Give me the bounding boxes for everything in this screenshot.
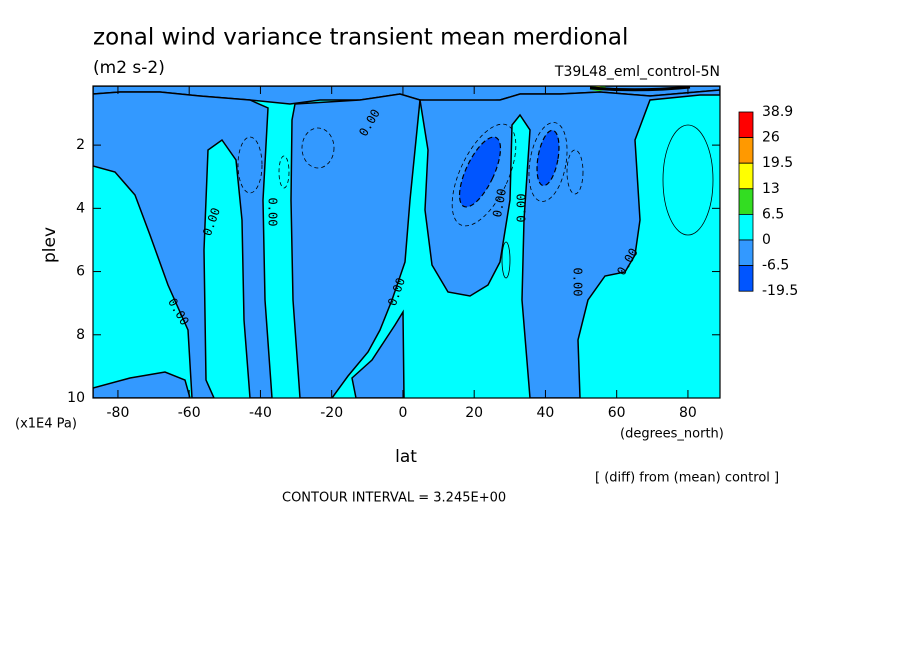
contour-label: 0.00 bbox=[490, 187, 509, 218]
x-tick-label: 0 bbox=[398, 405, 407, 421]
contour-interval: CONTOUR INTERVAL = 3.245E+00 bbox=[282, 491, 506, 506]
fields: 0.00 0.000.000.000.00 0.000.000.000.00 bbox=[93, 86, 720, 398]
x-tick-label: 20 bbox=[465, 405, 483, 421]
contour-fill bbox=[458, 136, 502, 208]
y-tick-label: 10 bbox=[67, 390, 85, 406]
x-tick-label: -60 bbox=[178, 405, 201, 421]
contour-line bbox=[451, 123, 517, 227]
y-tick-label: 4 bbox=[76, 200, 85, 216]
chart-subtitle: (m2 s-2) bbox=[93, 58, 165, 78]
legend-label: 6.5 bbox=[762, 206, 784, 222]
legend-label: 0 bbox=[762, 232, 771, 248]
legend-label: -19.5 bbox=[762, 283, 798, 299]
contour-line bbox=[278, 155, 290, 189]
contour-label: 0.00 bbox=[571, 268, 585, 297]
legend-label: -6.5 bbox=[762, 258, 789, 274]
legend-swatch bbox=[738, 137, 754, 164]
contour-line bbox=[528, 122, 568, 202]
legend-swatch bbox=[738, 239, 754, 267]
y-axis-label: plev bbox=[40, 227, 60, 263]
contour-line bbox=[589, 86, 691, 92]
contour-line bbox=[566, 149, 584, 195]
x-units: (degrees_north) bbox=[620, 427, 724, 442]
contour-line bbox=[301, 127, 335, 169]
contour-label: 0.00 bbox=[266, 198, 280, 227]
x-tick-label: 80 bbox=[679, 405, 697, 421]
legend-label: 26 bbox=[762, 130, 780, 146]
legend-label: 13 bbox=[762, 181, 780, 197]
y-units: (x1E4 Pa) bbox=[15, 417, 77, 432]
contour-fill bbox=[351, 309, 405, 398]
legend-swatch bbox=[738, 265, 754, 292]
contour-fill bbox=[93, 371, 191, 398]
x-axis-label: lat bbox=[395, 447, 417, 467]
contour-line bbox=[237, 136, 263, 194]
y-tick-label: 6 bbox=[76, 264, 85, 280]
contour-label: 0.00 bbox=[515, 194, 529, 223]
contour-fill bbox=[290, 93, 421, 398]
chart-title: zonal wind variance transient mean merdi… bbox=[93, 25, 628, 51]
contour-fill bbox=[536, 129, 560, 187]
legend-label: 19.5 bbox=[762, 155, 793, 171]
plot-frame bbox=[92, 85, 721, 399]
dataset-label: T39L48_eml_control-5N bbox=[554, 64, 720, 80]
x-tick-label: -40 bbox=[249, 405, 272, 421]
x-tick-label: 40 bbox=[537, 405, 555, 421]
legend-swatch bbox=[738, 111, 754, 139]
legend-swatch bbox=[738, 213, 754, 241]
legend-label: 38.9 bbox=[762, 104, 793, 120]
legend-swatch bbox=[738, 188, 754, 215]
x-tick-label: -20 bbox=[320, 405, 343, 421]
contour-line bbox=[501, 241, 511, 279]
contour-fill bbox=[93, 91, 273, 398]
y-tick-label: 8 bbox=[76, 327, 85, 343]
legend-swatch bbox=[738, 162, 754, 190]
x-tick-label: -80 bbox=[107, 405, 130, 421]
y-tick-label: 2 bbox=[76, 137, 85, 153]
plot-area: 0.00 0.000.000.000.00 0.000.000.000.00-80-… bbox=[67, 85, 798, 421]
contour-line bbox=[662, 124, 714, 236]
footnote: [ (diff) from (mean) control ] bbox=[595, 471, 779, 486]
x-tick-label: 60 bbox=[608, 405, 626, 421]
